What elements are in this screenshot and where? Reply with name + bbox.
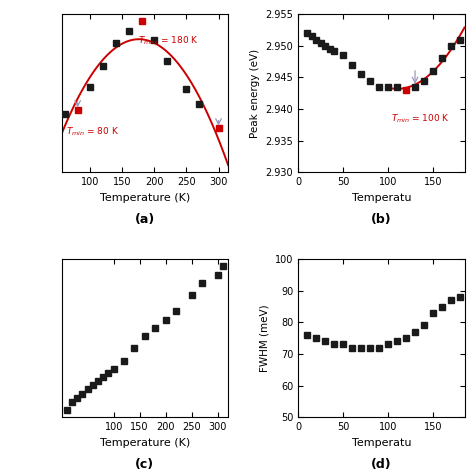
X-axis label: Temperature (K): Temperature (K) <box>100 192 190 203</box>
Text: (b): (b) <box>371 213 392 226</box>
X-axis label: Temperature (K): Temperature (K) <box>100 438 190 447</box>
Text: (a): (a) <box>135 213 155 226</box>
Y-axis label: Peak energy (eV): Peak energy (eV) <box>250 49 260 138</box>
Text: $T_{min}$ = 80 K: $T_{min}$ = 80 K <box>66 125 119 138</box>
X-axis label: Temperatu: Temperatu <box>352 192 411 203</box>
Text: $T_{min}$ = 100 K: $T_{min}$ = 100 K <box>391 113 450 125</box>
Text: (c): (c) <box>135 458 155 471</box>
Text: (d): (d) <box>371 458 392 471</box>
Y-axis label: FWHM (meV): FWHM (meV) <box>259 304 269 372</box>
X-axis label: Temperatu: Temperatu <box>352 438 411 447</box>
Text: $T_{max}$ = 180 K: $T_{max}$ = 180 K <box>138 35 199 47</box>
